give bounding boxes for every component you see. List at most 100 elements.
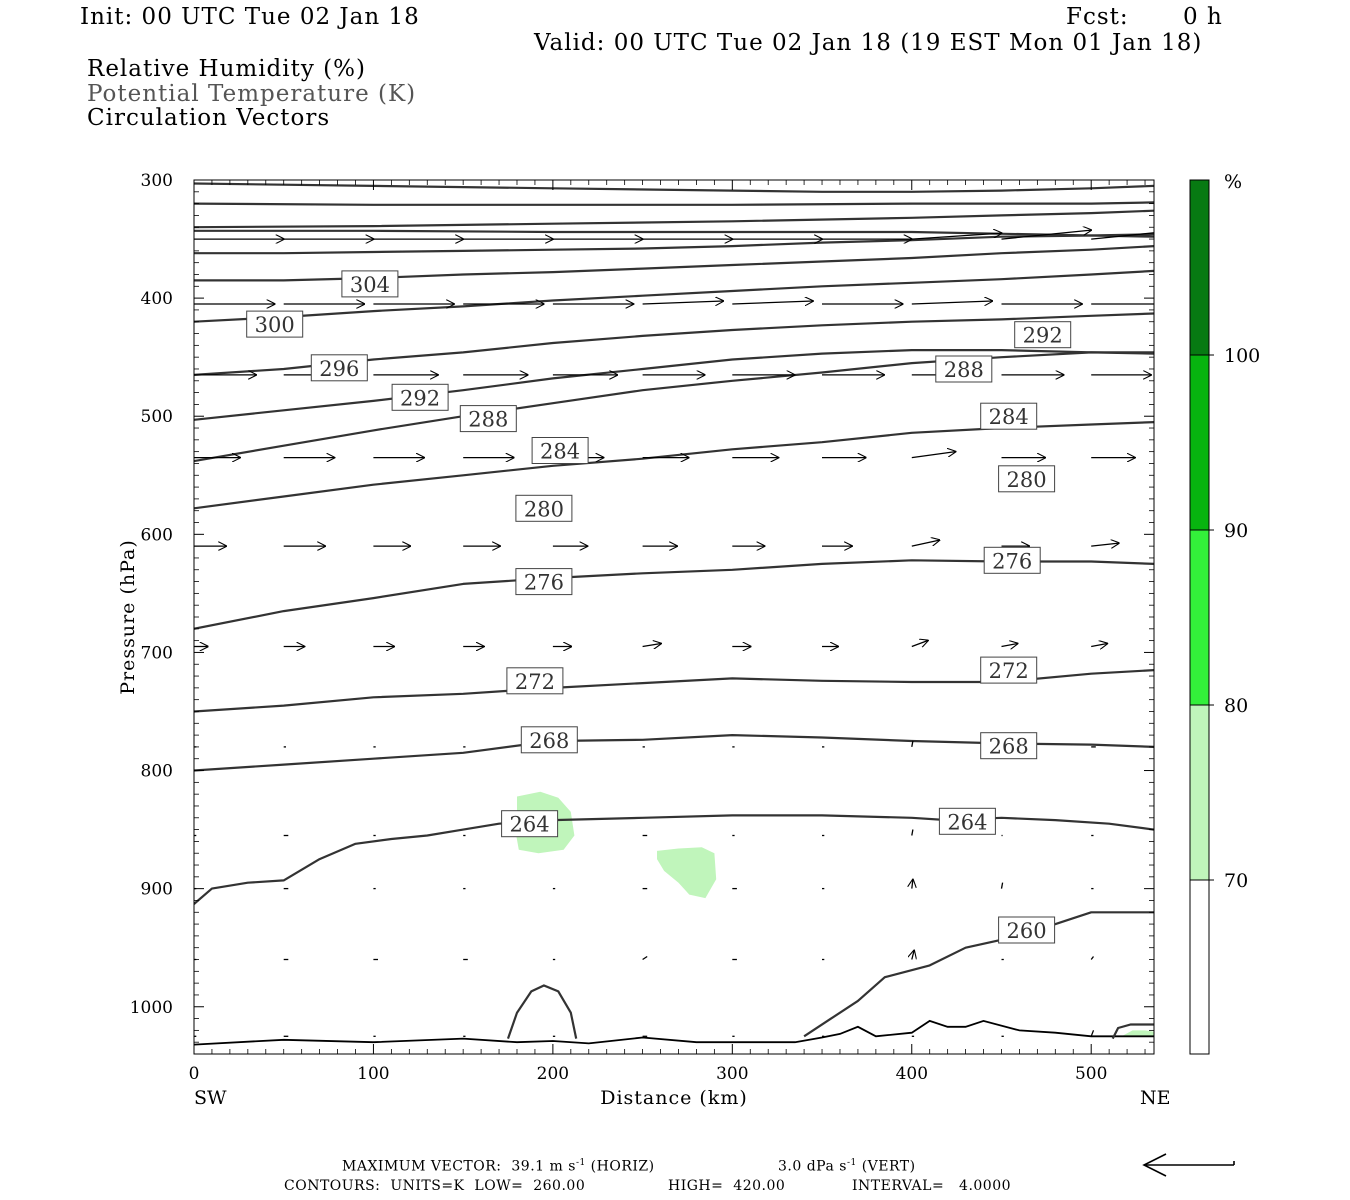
circulation-vector	[1091, 232, 1154, 240]
circulation-vector	[1091, 543, 1119, 546]
colorbar-frame	[1189, 179, 1210, 1055]
circulation-vector	[1090, 1030, 1095, 1037]
circulation-vector	[911, 740, 914, 748]
y-tick-label: 1000	[130, 998, 173, 1018]
circulation-vector	[911, 829, 914, 836]
circulation-vector	[1000, 882, 1004, 889]
contour-label-box	[531, 437, 589, 464]
x-tick-label: 400	[896, 1064, 928, 1084]
endpoint-ne: NE	[1140, 1087, 1171, 1109]
x-tick-label: 100	[357, 1064, 389, 1084]
circulation-vector	[911, 641, 928, 647]
contour-label: 296	[319, 357, 359, 381]
theta-contour-dome	[506, 984, 578, 1039]
forecast-hour: 0 h	[1183, 4, 1223, 30]
valid-time: Valid: 00 UTC Tue 02 Jan 18 (19 EST Mon …	[534, 30, 1203, 56]
contour-label-box	[506, 667, 564, 695]
terrain-line	[194, 1019, 1154, 1046]
contour-label-box	[983, 546, 1041, 574]
colorbar-segment	[1190, 180, 1209, 355]
contour-label-box	[980, 656, 1038, 684]
colorbar-label: 70	[1224, 870, 1248, 892]
contour-label: 280	[1007, 468, 1047, 492]
theta-contour-284	[194, 351, 1154, 463]
colorbar-segment	[1190, 705, 1209, 880]
field-theta: Potential Temperature (K)	[87, 81, 417, 107]
colorbar-unit: %	[1224, 171, 1242, 193]
contour-label-box	[501, 810, 559, 838]
circulation-vector	[912, 880, 913, 889]
contours-label: CONTOURS:	[284, 1178, 381, 1194]
max-vector-label: MAXIMUM VECTOR:	[342, 1158, 502, 1175]
x-tick-label: 200	[537, 1064, 569, 1084]
contour-label: 292	[1023, 324, 1063, 348]
contour-label: 292	[400, 386, 440, 410]
circulation-vector	[1001, 230, 1092, 240]
theta-contour-260	[803, 911, 1154, 1038]
contour-label: 268	[529, 729, 569, 753]
low-value: 260.00	[533, 1178, 586, 1194]
contour-label: 280	[524, 497, 564, 521]
contour-label-box	[935, 355, 993, 383]
forecast-label: Fcst:	[1066, 4, 1129, 30]
theta-contour-edge	[1111, 1023, 1154, 1040]
y-tick-label: 400	[141, 289, 173, 309]
theta-contour-288	[194, 349, 1154, 421]
cross-section-chart: 3043002962922882842802762722682642922882…	[117, 171, 1260, 1109]
colorbar-segment	[1190, 530, 1209, 705]
contour-label: 284	[989, 405, 1029, 429]
contour-label-box	[980, 732, 1038, 760]
contour-label: 268	[989, 735, 1029, 759]
circulation-vector	[1090, 956, 1095, 960]
colorbar-label: 100	[1224, 345, 1260, 367]
contour-label: 272	[989, 659, 1029, 683]
circulation-vector	[1091, 644, 1107, 647]
colorbar-segment	[1190, 880, 1209, 1054]
contour-label: 300	[255, 313, 295, 337]
y-tick-label: 600	[141, 525, 173, 545]
max-horiz-exponent: -1	[575, 1158, 586, 1168]
theta-contour-308	[194, 229, 1154, 238]
contour-label: 276	[524, 571, 564, 595]
contour-label-box	[246, 310, 304, 338]
circulation-vector	[911, 452, 956, 459]
interval-value: 4.0000	[959, 1178, 1012, 1194]
x-axis-title: Distance (km)	[600, 1087, 748, 1109]
circulation-vector	[911, 233, 1002, 240]
footer-max-vert: 3.0 dPa s-1 (VERT)	[778, 1158, 916, 1175]
contour-label: 260	[1007, 919, 1047, 943]
contour-label-box	[980, 402, 1038, 430]
contour-label-box	[938, 807, 996, 835]
y-tick-label: 300	[141, 171, 173, 191]
theta-contour-312	[194, 209, 1154, 229]
colorbar-label: 80	[1224, 695, 1248, 717]
contour-label-box	[520, 726, 578, 754]
contour-label: 264	[510, 813, 550, 837]
y-tick-label: 500	[141, 407, 173, 427]
high-value: 420.00	[733, 1178, 786, 1194]
field-rh: Relative Humidity (%)	[87, 56, 366, 82]
interval-label: INTERVAL=	[852, 1178, 945, 1194]
max-vert-exponent: -1	[846, 1158, 857, 1168]
contours-units: UNITS=K	[390, 1178, 465, 1194]
contour-label-box	[391, 383, 449, 411]
circulation-vector	[912, 951, 914, 960]
theta-contour-320	[194, 182, 1154, 193]
x-tick-label: 500	[1075, 1064, 1107, 1084]
reference-vector-arrow	[1142, 1153, 1235, 1177]
low-label: LOW=	[474, 1178, 524, 1194]
colorbar-segment	[1190, 355, 1209, 530]
circulation-vector	[911, 301, 993, 304]
vert-tag: (VERT)	[861, 1158, 916, 1175]
contour-label-box	[459, 405, 517, 433]
theta-contour-316	[194, 201, 1154, 206]
contour-label-box	[515, 494, 573, 522]
field-vectors: Circulation Vectors	[87, 105, 331, 131]
x-tick-label: 300	[716, 1064, 748, 1084]
init-time: Init: 00 UTC Tue 02 Jan 18	[80, 4, 420, 30]
x-tick-label: 0	[189, 1064, 200, 1084]
circulation-vector	[1153, 303, 1154, 304]
circulation-vector	[732, 301, 813, 304]
circulation-vector	[642, 644, 661, 647]
circulation-vector	[642, 955, 648, 961]
